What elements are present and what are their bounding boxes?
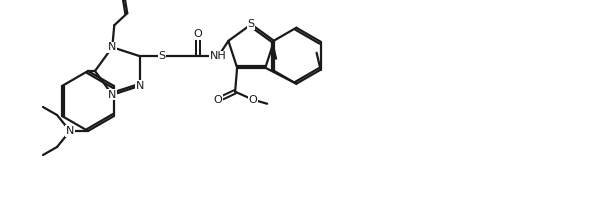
Text: N: N [108, 90, 117, 100]
Text: N: N [108, 42, 117, 52]
Text: S: S [159, 51, 166, 61]
Text: S: S [248, 19, 255, 29]
Text: O: O [214, 95, 223, 105]
Text: O: O [194, 29, 203, 39]
Text: N: N [136, 81, 145, 91]
Text: O: O [249, 95, 257, 105]
Text: N: N [66, 126, 74, 136]
Text: NH: NH [210, 51, 226, 61]
